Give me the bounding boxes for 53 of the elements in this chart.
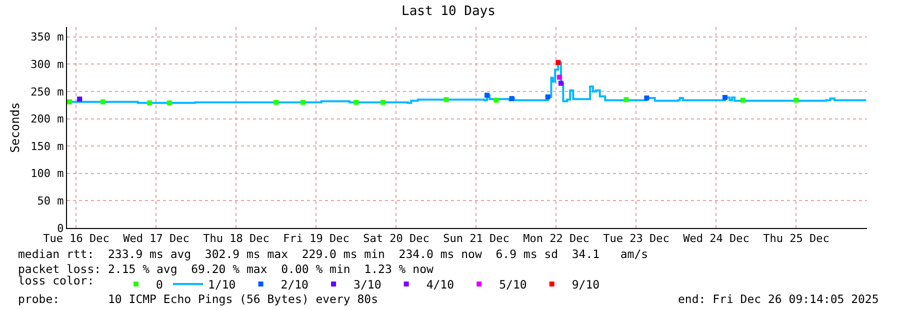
point — [794, 98, 799, 103]
x-tick-label: Thu 18 Dec — [203, 232, 270, 246]
point — [624, 97, 629, 102]
chart-title: Last 10 Days — [402, 4, 496, 20]
point — [484, 92, 490, 98]
y-tick-label: 0 — [57, 222, 64, 235]
point — [722, 94, 728, 100]
point — [380, 100, 386, 105]
x-tick-label: Wed 24 Dec — [683, 232, 750, 246]
point — [557, 74, 562, 80]
point — [77, 96, 82, 102]
point — [147, 100, 152, 106]
point — [354, 100, 359, 105]
x-tick-label: Thu 25 Dec — [763, 232, 830, 246]
x-tick-label: Sat 20 Dec — [363, 232, 430, 246]
text: probe: 10 ICMP Echo Pings (56 Bytes) every 80s — [18, 292, 378, 306]
x-tick-label: Tue 16 Dec — [43, 232, 110, 246]
text: packet loss: 2.15 % avg 69.20 % max 0.00 % min 1.23 % now — [18, 262, 434, 276]
point — [545, 94, 550, 100]
legend-label: 9/10 — [572, 277, 600, 292]
y-tick-label: 350 m — [30, 30, 64, 44]
y-tick-label: 300 m — [30, 58, 64, 71]
point — [100, 99, 106, 104]
x-tick-label: Fri 19 Dec — [283, 232, 350, 246]
text: end: Fri Dec 26 09:14:05 2025 — [678, 292, 879, 306]
text: median rtt: 233.9 ms avg 302.9 ms max 229.0 ms min 234.0 ms now 6.9 ms sd 34.1 am/s — [18, 247, 648, 261]
y-tick-label: 100 m — [30, 167, 64, 180]
y-tick-label: 50 m — [37, 194, 64, 208]
point — [167, 100, 172, 106]
y-axis-title: Seconds — [8, 102, 22, 153]
point — [556, 60, 561, 65]
legend-label: 1/10 — [208, 277, 236, 292]
point — [644, 96, 650, 101]
point — [740, 98, 746, 103]
y-tick-label: 150 m — [30, 140, 64, 153]
legend-label: 4/10 — [426, 277, 454, 292]
point — [444, 97, 449, 102]
y-tick-label: 200 m — [30, 112, 64, 126]
point — [67, 99, 72, 104]
x-tick-label: Wed 17 Dec — [123, 232, 190, 246]
legend-label: 2/10 — [280, 277, 309, 292]
legend-label: 3/10 — [354, 277, 382, 292]
legend-label: 5/10 — [499, 277, 527, 292]
point — [558, 80, 564, 86]
x-tick-label: Tue 23 Dec — [603, 232, 670, 246]
y-tick-label: 250 m — [30, 85, 64, 98]
x-tick-label: Sun 21 Dec — [443, 232, 510, 246]
legend-label: 0 — [156, 277, 164, 292]
point — [509, 96, 514, 102]
point — [274, 100, 279, 105]
x-tick-label: Mon 22 Dec — [523, 232, 590, 246]
point — [494, 98, 499, 103]
point — [300, 100, 306, 105]
